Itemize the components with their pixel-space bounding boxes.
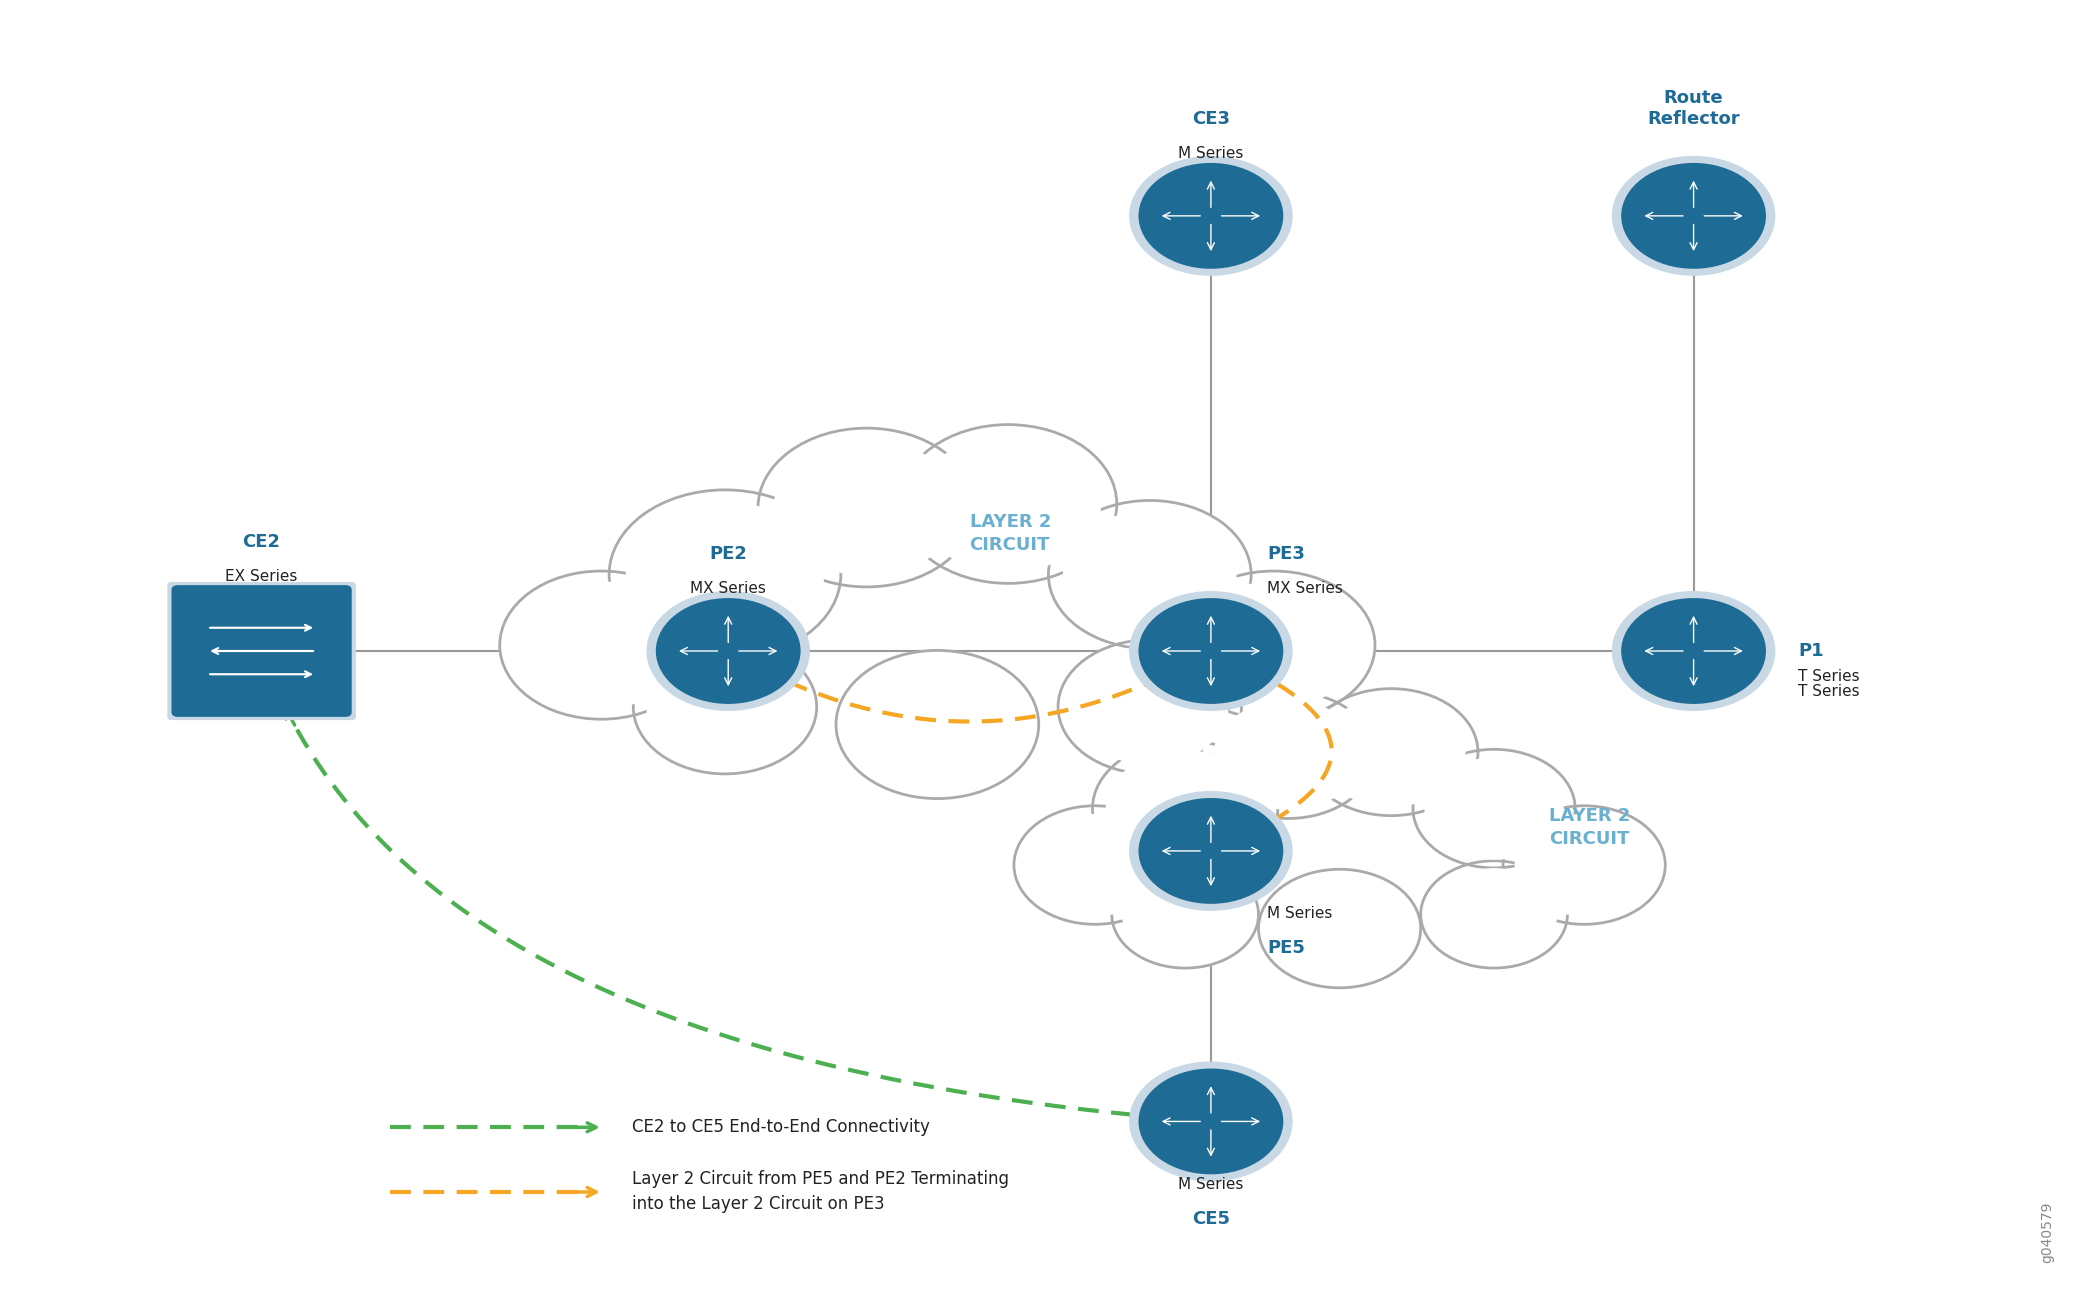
Circle shape xyxy=(1138,163,1283,268)
Circle shape xyxy=(1058,639,1241,773)
FancyBboxPatch shape xyxy=(168,582,355,720)
Text: CE3: CE3 xyxy=(1193,109,1231,128)
Circle shape xyxy=(500,572,704,719)
Circle shape xyxy=(1138,798,1283,904)
Text: PE5: PE5 xyxy=(1266,939,1304,957)
Circle shape xyxy=(899,424,1117,583)
Circle shape xyxy=(1621,598,1766,704)
Circle shape xyxy=(1048,500,1252,648)
Circle shape xyxy=(758,428,974,587)
Polygon shape xyxy=(850,661,1023,788)
Circle shape xyxy=(1130,1062,1292,1181)
Text: M Series: M Series xyxy=(1266,906,1334,922)
Circle shape xyxy=(655,598,800,704)
Text: MX Series: MX Series xyxy=(691,581,766,596)
Text: Route
Reflector: Route Reflector xyxy=(1646,89,1741,128)
Circle shape xyxy=(836,651,1040,798)
Polygon shape xyxy=(514,582,687,708)
Polygon shape xyxy=(1214,700,1363,809)
Circle shape xyxy=(1092,741,1277,876)
Text: M Series: M Series xyxy=(1178,1177,1243,1191)
Circle shape xyxy=(1621,163,1766,268)
Polygon shape xyxy=(1270,878,1409,979)
Circle shape xyxy=(634,639,817,773)
Circle shape xyxy=(1422,861,1567,969)
Circle shape xyxy=(1130,792,1292,910)
FancyBboxPatch shape xyxy=(172,585,351,717)
Text: CE2: CE2 xyxy=(244,533,281,551)
Text: CE5: CE5 xyxy=(1193,1210,1231,1228)
Polygon shape xyxy=(1124,868,1247,960)
Circle shape xyxy=(1201,691,1376,819)
Circle shape xyxy=(1172,572,1376,719)
Text: g040579: g040579 xyxy=(2041,1200,2054,1263)
Circle shape xyxy=(1111,861,1258,969)
Polygon shape xyxy=(916,436,1100,572)
Circle shape xyxy=(609,490,840,659)
Polygon shape xyxy=(1071,650,1228,764)
Circle shape xyxy=(647,591,808,711)
Circle shape xyxy=(1413,750,1575,868)
Polygon shape xyxy=(1516,815,1653,915)
Text: M Series: M Series xyxy=(1178,146,1243,160)
Polygon shape xyxy=(1063,512,1237,638)
Circle shape xyxy=(1504,806,1665,924)
Text: T Series: T Series xyxy=(1798,684,1861,699)
Circle shape xyxy=(1130,156,1292,275)
Circle shape xyxy=(1613,591,1774,711)
Circle shape xyxy=(1304,689,1478,815)
Circle shape xyxy=(1014,806,1176,924)
Polygon shape xyxy=(1432,868,1556,960)
Circle shape xyxy=(1613,156,1774,275)
Text: Layer 2 Circuit from PE5 and PE2 Terminating
into the Layer 2 Circuit on PE3: Layer 2 Circuit from PE5 and PE2 Termina… xyxy=(632,1170,1008,1213)
Polygon shape xyxy=(1186,582,1361,708)
Text: T Series: T Series xyxy=(1798,669,1861,685)
Text: P1: P1 xyxy=(1798,642,1823,660)
Text: PE2: PE2 xyxy=(710,544,748,562)
Polygon shape xyxy=(1426,758,1562,859)
Polygon shape xyxy=(775,440,960,575)
Polygon shape xyxy=(626,503,823,647)
Text: CE2 to CE5 End-to-End Connectivity: CE2 to CE5 End-to-End Connectivity xyxy=(632,1118,930,1137)
Polygon shape xyxy=(1317,698,1466,806)
Text: LAYER 2
CIRCUIT: LAYER 2 CIRCUIT xyxy=(970,513,1050,555)
Polygon shape xyxy=(1107,751,1264,866)
Polygon shape xyxy=(647,650,802,764)
Text: MX Series: MX Series xyxy=(1266,581,1344,596)
Polygon shape xyxy=(1027,815,1163,915)
Circle shape xyxy=(1138,598,1283,704)
Circle shape xyxy=(1258,870,1422,988)
Text: EX Series: EX Series xyxy=(225,569,298,585)
Circle shape xyxy=(1130,591,1292,711)
Circle shape xyxy=(1138,1069,1283,1174)
Text: LAYER 2
CIRCUIT: LAYER 2 CIRCUIT xyxy=(1550,807,1630,848)
Text: PE3: PE3 xyxy=(1266,544,1304,562)
